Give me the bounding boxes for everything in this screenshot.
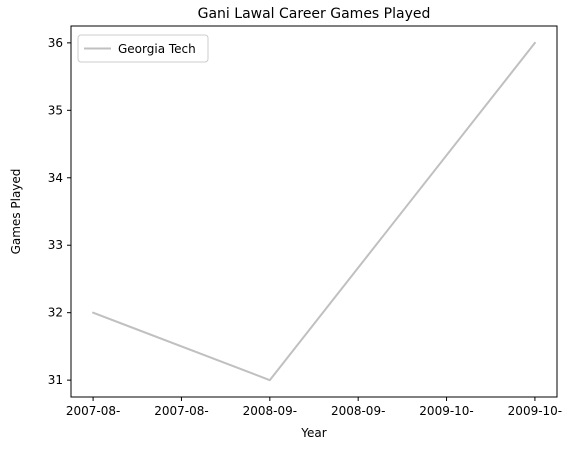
legend: Georgia Tech [77,34,209,63]
y-tick-label: 35 [48,103,63,117]
series-line-georgia-tech [92,41,536,382]
x-tick-label: 2008-09- [331,404,385,418]
y-tick-label: 32 [48,306,63,320]
y-tick-label: 36 [48,36,63,50]
x-tick-label: 2009-10- [419,404,473,418]
x-tick-label: 2007-08- [66,404,120,418]
y-tick-label: 34 [48,171,63,185]
plot-area [92,41,536,382]
legend-box [77,34,209,63]
axes-frame [70,25,558,398]
x-tick-label: 2008-09- [243,404,297,418]
x-axis-label: Year [300,426,326,440]
legend-label-georgia-tech: Georgia Tech [118,42,196,56]
x-tick-label: 2007-08- [154,404,208,418]
y-axis-ticks: 31 32 33 34 35 36 [48,36,71,387]
x-axis-ticks: 2007-08- 2007-08- 2008-09- 2008-09- 2009-10-… [66,397,562,418]
y-tick-label: 31 [48,373,63,387]
x-tick-label: 2009-10- [508,404,562,418]
y-axis-label: Games Played [9,169,23,255]
y-tick-label: 33 [48,238,63,252]
chart-title: Gani Lawal Career Games Played [198,6,431,22]
